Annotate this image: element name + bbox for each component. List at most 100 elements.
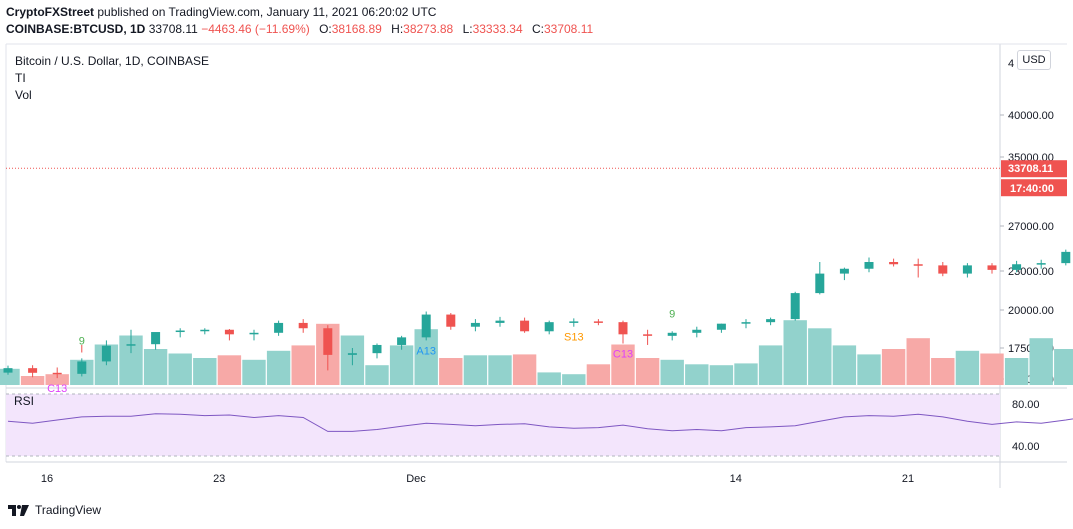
volume-bar — [660, 359, 684, 385]
footer-brand-text: TradingView — [35, 503, 102, 517]
candle-body — [274, 322, 284, 333]
td-mark: C13 — [47, 383, 67, 395]
candle-body — [938, 265, 948, 274]
open-label: O: — [319, 22, 332, 36]
candle-body — [397, 337, 407, 345]
time-tick-label: 23 — [213, 473, 225, 485]
candle-body — [889, 262, 899, 265]
rsi-tick-label: 80.00 — [1012, 399, 1040, 411]
symbol-label: COINBASE:BTCUSD, 1D — [6, 22, 146, 36]
volume-bar — [0, 368, 20, 385]
footer-brand: TradingView — [8, 503, 101, 517]
rsi-label: RSI — [14, 394, 34, 408]
candle-body — [1012, 264, 1022, 270]
rsi-line — [7, 413, 1073, 432]
open-value: 38168.89 — [331, 22, 382, 36]
volume-bar — [537, 372, 561, 385]
volume-bar — [955, 350, 980, 385]
volume-bar — [1004, 358, 1029, 385]
td-mark: I — [80, 343, 83, 355]
close-value: 33708.11 — [543, 22, 594, 36]
volume-bar — [808, 328, 832, 385]
candle-body — [864, 262, 874, 269]
low-value: 33333.34 — [472, 22, 523, 36]
candle-body — [766, 319, 776, 323]
volume-bar — [783, 320, 807, 385]
symbol-ohlc-line: COINBASE:BTCUSD, 1D 33708.11 −4463.46 (−… — [6, 22, 593, 36]
low-label: L: — [462, 22, 473, 36]
volume-bar — [143, 349, 168, 385]
candle-body — [126, 344, 136, 346]
volume-bar — [365, 365, 389, 385]
candle-body — [716, 323, 726, 330]
time-tick-label: 16 — [41, 473, 53, 485]
candle-body — [962, 265, 972, 274]
volume-bar — [488, 355, 512, 385]
legend-indicator-vol[interactable]: Vol — [15, 88, 32, 102]
price-tick-label: 20000.00 — [1008, 305, 1054, 317]
candle-body — [1061, 251, 1071, 264]
volume-bar — [562, 374, 586, 385]
candle-body — [347, 353, 357, 355]
high-label: H: — [391, 22, 404, 36]
candle-body — [667, 332, 677, 336]
volume-bar — [463, 355, 488, 385]
volume-bar — [389, 345, 414, 385]
volume-bar — [980, 353, 1004, 385]
candle-body — [52, 372, 62, 375]
td-mark: 9 — [79, 335, 85, 347]
rsi-band — [6, 394, 1000, 456]
volume-bar — [832, 345, 857, 385]
last-price-tag — [1001, 160, 1067, 178]
candle-body — [224, 329, 234, 335]
volume-bar — [512, 354, 537, 385]
volume-bar — [635, 358, 660, 385]
countdown-label: 17:40:00 — [1010, 183, 1054, 195]
volume-bar — [168, 353, 192, 385]
volume-bar — [119, 335, 143, 385]
candle-body — [790, 293, 800, 320]
last-price-label: 33708.11 — [1008, 163, 1053, 175]
candle-body — [544, 322, 554, 332]
volume-bar — [734, 363, 758, 385]
publisher-line: CryptoFXStreet published on TradingView.… — [6, 5, 436, 19]
legend-indicator-ti[interactable]: TI — [15, 71, 26, 85]
candle-body — [815, 273, 825, 294]
candle-body — [323, 328, 333, 355]
volume-bar — [857, 354, 881, 385]
time-tick-label: 21 — [902, 473, 914, 485]
volume-bar — [439, 358, 463, 385]
price-tick-label: 40000.00 — [1008, 110, 1054, 122]
candle-body — [151, 332, 161, 345]
candle-body — [101, 345, 111, 362]
candle-body — [643, 334, 653, 336]
volume-bar — [414, 329, 438, 385]
high-value: 38273.88 — [403, 22, 454, 36]
publisher-suffix: published on TradingView.com, January 11… — [94, 5, 437, 19]
candle-body — [495, 320, 505, 323]
time-tick-label: Dec — [406, 473, 426, 485]
volume-bar — [193, 358, 217, 385]
candle-body — [446, 314, 456, 327]
candle-body — [3, 368, 13, 373]
volume-bar — [906, 338, 930, 385]
candle-body — [249, 332, 259, 335]
currency-button[interactable]: USD — [1017, 50, 1051, 70]
time-tick-label: 14 — [730, 473, 742, 485]
legend-title: Bitcoin / U.S. Dollar, 1D, COINBASE — [15, 54, 210, 68]
candle-body — [1036, 263, 1046, 265]
countdown-tag — [1001, 179, 1067, 197]
volume-bar — [758, 345, 783, 385]
volume-bar — [1054, 349, 1073, 385]
candle-body — [298, 322, 308, 329]
td-mark: 9 — [669, 308, 675, 320]
close-label: C: — [531, 22, 544, 36]
td-mark: C13 — [613, 348, 633, 360]
volume-bar — [881, 349, 906, 385]
tradingview-logo-icon — [8, 505, 29, 516]
candle-body — [593, 321, 603, 323]
chart-legend: Bitcoin / U.S. Dollar, 1D, COINBASE TI V… — [15, 53, 209, 104]
volume-bar — [586, 364, 611, 385]
volume-bar — [20, 376, 45, 385]
